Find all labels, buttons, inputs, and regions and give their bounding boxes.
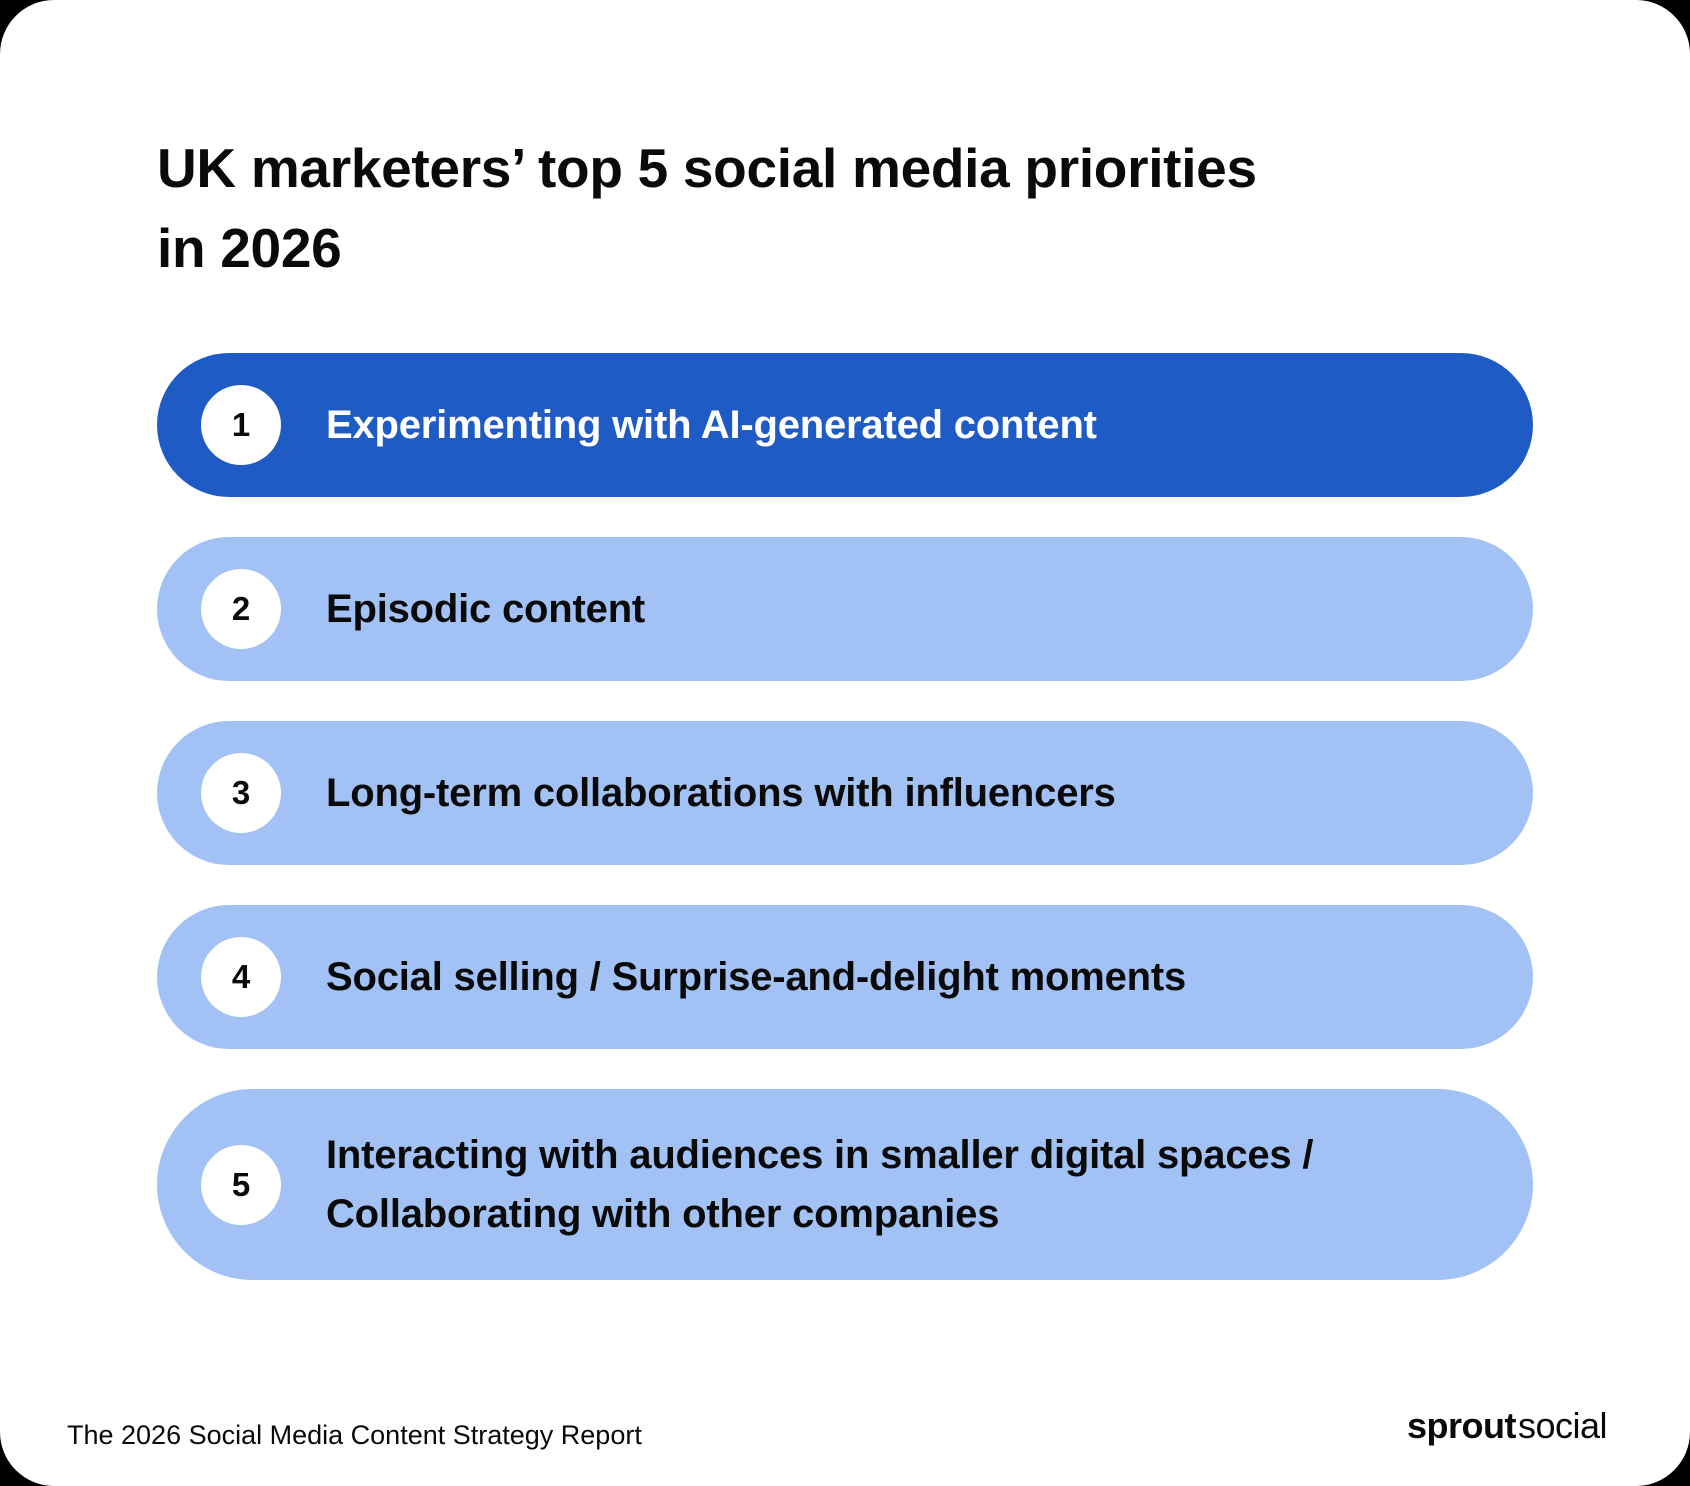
- sproutsocial-logo: sprout social: [1407, 1404, 1608, 1448]
- rank-badge: 3: [201, 753, 281, 833]
- logo-wordmark-light: social: [1518, 1405, 1608, 1446]
- rank-badge: 1: [201, 385, 281, 465]
- priority-label: Experimenting with AI-generated content: [326, 396, 1473, 455]
- priority-item-2: 2 Episodic content: [157, 537, 1533, 681]
- page-title: UK marketers’ top 5 social media priorit…: [157, 128, 1557, 288]
- priority-label-line: Social selling / Surprise-and-delight mo…: [326, 954, 1187, 999]
- priority-label: Interacting with audiences in smaller di…: [326, 1126, 1473, 1244]
- priority-item-4: 4 Social selling / Surprise-and-delight …: [157, 905, 1533, 1049]
- rank-badge: 5: [201, 1144, 281, 1225]
- priority-label: Social selling / Surprise-and-delight mo…: [326, 948, 1473, 1007]
- logo-wordmark-bold: sprout: [1407, 1405, 1517, 1446]
- priority-label-line: Long-term collaborations with influencer…: [326, 770, 1116, 815]
- priority-label-line: Collaborating with other companies: [326, 1191, 1000, 1236]
- priority-label-line: Interacting with audiences in smaller di…: [326, 1132, 1314, 1177]
- priority-item-1: 1 Experimenting with AI-generated conten…: [157, 353, 1533, 497]
- title-line-1: UK marketers’ top 5 social media priorit…: [157, 137, 1257, 199]
- priority-item-3: 3 Long-term collaborations with influenc…: [157, 721, 1533, 865]
- title-line-2: in 2026: [157, 217, 342, 279]
- rank-badge: 4: [201, 937, 281, 1017]
- priority-item-5: 5 Interacting with audiences in smaller …: [157, 1089, 1533, 1280]
- priority-label: Long-term collaborations with influencer…: [326, 764, 1473, 823]
- rank-badge: 2: [201, 569, 281, 649]
- priority-list: 1 Experimenting with AI-generated conten…: [157, 353, 1533, 1320]
- priority-label-line: Experimenting with AI-generated content: [326, 402, 1097, 447]
- priority-label-line: Episodic content: [326, 586, 646, 631]
- report-title: The 2026 Social Media Content Strategy R…: [67, 1420, 642, 1450]
- priority-label: Episodic content: [326, 580, 1473, 639]
